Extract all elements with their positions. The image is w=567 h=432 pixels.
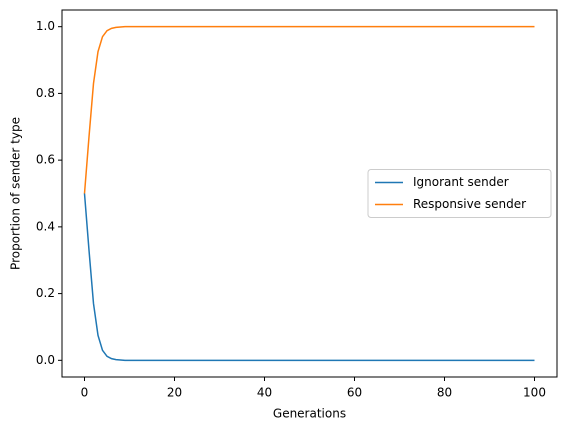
x-tick-label: 0 bbox=[81, 386, 89, 400]
y-axis-label: Proportion of sender type bbox=[9, 117, 23, 270]
plot-frame bbox=[61, 9, 558, 378]
y-tick-label: 0.8 bbox=[36, 86, 55, 100]
x-axis-label: Generations bbox=[273, 407, 346, 421]
series-line bbox=[83, 193, 535, 362]
legend-label: Responsive sender bbox=[413, 197, 526, 211]
x-tick-label: 100 bbox=[523, 386, 546, 400]
series-line bbox=[83, 25, 535, 194]
y-tick-label: 1.0 bbox=[36, 19, 55, 33]
x-tick-label: 80 bbox=[437, 386, 452, 400]
y-tick-label: 0.6 bbox=[36, 153, 55, 167]
legend-box bbox=[367, 169, 552, 218]
y-tick-label: 0.4 bbox=[36, 219, 55, 233]
y-tick-label: 0.2 bbox=[36, 286, 55, 300]
x-tick-label: 40 bbox=[257, 386, 272, 400]
x-tick-label: 20 bbox=[167, 386, 182, 400]
x-tick-label: 60 bbox=[347, 386, 362, 400]
legend-label: Ignorant sender bbox=[413, 175, 509, 189]
y-tick-label: 0.0 bbox=[36, 353, 55, 367]
